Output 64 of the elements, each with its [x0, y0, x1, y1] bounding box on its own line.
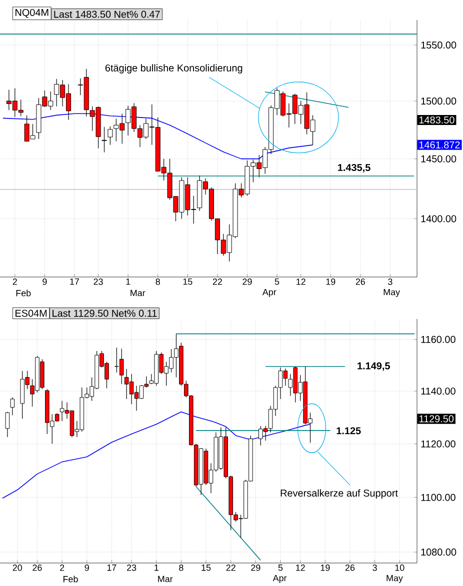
x-tick-label: 9 — [84, 564, 89, 571]
text: Apr — [272, 574, 287, 584]
annotation: 1.125 — [336, 427, 361, 434]
x-tick-label: 19 — [320, 564, 330, 571]
x-tick-label: 17 — [70, 278, 79, 285]
annotation: 1.435,5 — [338, 164, 370, 172]
x-tick-label: 10 — [395, 564, 404, 571]
x-tick-label: 2 — [12, 278, 17, 285]
y-tick-label: 1120.00 — [421, 440, 456, 448]
x-tick-label: 22 — [212, 278, 222, 285]
annotation: 1.149,5 — [358, 362, 390, 371]
x-tick-label: 23 — [94, 278, 103, 285]
text: Apr — [262, 288, 276, 298]
x-tick-label: 19 — [326, 278, 336, 285]
y-tick-label: 1140.00 — [421, 388, 456, 395]
text: Mar — [130, 290, 146, 296]
y-tick-label: 1100.00 — [421, 494, 456, 501]
text: Feb — [63, 576, 78, 582]
chart-subtitle: Last 1129.50 Net% 0.11 — [52, 310, 157, 317]
candlestick — [108, 126, 113, 146]
candlestick — [102, 126, 107, 153]
y-tick-label: 1500.00 — [421, 98, 456, 105]
x-tick-label: 22 — [226, 564, 236, 571]
x-tick-label: 8 — [156, 278, 160, 285]
x-tick-label: 3 — [388, 278, 392, 285]
x-tick-label: 9 — [42, 278, 47, 285]
chart-title: ES04M — [16, 310, 47, 317]
x-tick-label: 20 — [12, 564, 22, 571]
text: 1461.872 — [419, 141, 460, 148]
text: May — [384, 288, 400, 298]
chart-title: NQ04M — [16, 8, 48, 18]
annotation: Reversalkerze auf Support — [280, 489, 398, 499]
x-tick-label: 26 — [356, 278, 365, 285]
x-tick-label: 8 — [179, 564, 184, 571]
y-tick-label: 1080.00 — [421, 548, 456, 556]
text: 1483.50 — [419, 116, 454, 124]
y-tick-label: 1550.00 — [421, 42, 456, 49]
x-tick-label: 2 — [60, 564, 64, 571]
x-tick-label: 15 — [183, 278, 192, 285]
y-tick-label: 1400.00 — [421, 215, 456, 222]
y-tick-label: 1450.00 — [421, 155, 456, 162]
x-tick-label: 26 — [345, 564, 355, 571]
x-tick-label: 29 — [242, 278, 252, 285]
text: Mar — [158, 576, 173, 582]
x-tick-label: 3 — [372, 564, 377, 571]
candlestick — [10, 397, 15, 416]
x-tick-label: 17 — [107, 564, 116, 571]
x-tick-label: 1 — [154, 564, 158, 571]
chart-subtitle: Last 1483.50 Net% 0.47 — [54, 10, 160, 18]
text: 1129.50 — [419, 415, 454, 422]
text: Feb — [16, 290, 31, 296]
x-tick-label: 15 — [202, 564, 211, 571]
candlestick — [5, 412, 10, 438]
x-tick-label: 5 — [274, 278, 280, 285]
annotation: 6tägige bullishe Konsolidierung — [105, 64, 242, 74]
x-tick-label: 23 — [127, 564, 136, 571]
x-tick-label: 12 — [296, 278, 306, 285]
x-tick-label: 12 — [296, 564, 305, 571]
x-tick-label: 1 — [126, 278, 130, 285]
text: May — [386, 574, 403, 584]
x-tick-label: 5 — [278, 564, 283, 571]
x-tick-label: 29 — [251, 564, 260, 571]
x-tick-label: 26 — [32, 564, 42, 571]
y-tick-label: 1160.00 — [421, 336, 456, 343]
